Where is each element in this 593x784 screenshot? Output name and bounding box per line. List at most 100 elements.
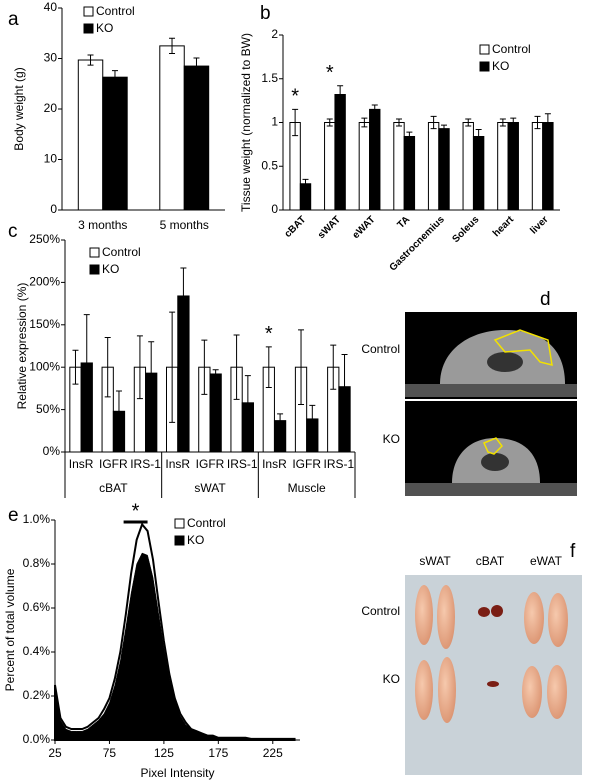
x-tick-label: IRS-1 <box>227 457 258 471</box>
legend-swatch <box>479 61 490 72</box>
bar <box>209 373 222 453</box>
error-bar <box>309 404 316 433</box>
y-tick-label: 100% <box>29 359 60 373</box>
bar <box>77 59 104 211</box>
bar <box>427 122 440 211</box>
legend-label: Control <box>187 516 226 530</box>
y-tick-label: 20 <box>44 101 58 115</box>
x-tick-label: TA <box>395 214 412 231</box>
error-bar <box>341 353 348 420</box>
panel-label: f <box>570 541 576 562</box>
row-label: KO <box>383 432 400 446</box>
error-bar <box>87 54 94 66</box>
error-bar <box>430 115 437 130</box>
panel-label: a <box>8 9 19 30</box>
bar <box>403 136 416 211</box>
column-label: sWAT <box>419 554 451 568</box>
x-tick-label: 175 <box>208 746 228 760</box>
x-tick-label: Soleus <box>450 214 481 245</box>
bar <box>324 122 336 211</box>
group-label: Muscle <box>288 481 326 495</box>
error-bar <box>265 346 272 389</box>
error-bar <box>292 108 299 137</box>
error-bar <box>534 115 541 130</box>
group-label: cBAT <box>99 481 128 495</box>
error-bar <box>201 339 208 395</box>
x-tick-label: heart <box>491 214 517 240</box>
column-label: eWAT <box>530 554 563 568</box>
bar <box>393 122 405 211</box>
x-tick-label: 25 <box>48 746 62 760</box>
x-tick-label: IRS-1 <box>324 457 355 471</box>
error-bar <box>337 85 344 104</box>
error-bar <box>111 70 118 85</box>
panel-label: d <box>540 289 551 310</box>
error-bar <box>180 267 187 325</box>
error-bar <box>441 124 448 133</box>
error-bar <box>169 37 176 54</box>
legend-swatch <box>174 518 185 529</box>
y-tick-label: 0.8% <box>23 556 51 570</box>
x-tick-label: liver <box>528 214 550 236</box>
bar <box>438 128 450 211</box>
y-tick-label: 1.0% <box>23 512 51 526</box>
y-tick-label: 200% <box>29 275 60 289</box>
error-bar <box>361 117 368 128</box>
panel-label: e <box>8 505 19 526</box>
error-bar <box>465 118 472 127</box>
bar <box>472 136 485 211</box>
y-tick-label: 1 <box>271 115 278 129</box>
y-axis-label: Tissue weight (normalized to BW) <box>239 33 253 212</box>
error-bar <box>277 413 284 428</box>
x-tick-label: IGFR <box>292 457 321 471</box>
bar <box>507 122 519 211</box>
error-bar <box>406 131 413 142</box>
bar <box>159 45 185 211</box>
legend-label: KO <box>492 59 509 73</box>
legend-swatch <box>479 44 490 55</box>
error-bar <box>326 118 333 127</box>
legend-label: KO <box>102 262 119 276</box>
legend-swatch <box>83 23 94 34</box>
column-label: cBAT <box>476 554 505 568</box>
bar <box>102 76 128 211</box>
bar <box>358 122 371 211</box>
error-bar <box>115 390 122 433</box>
legend-label: Control <box>96 4 135 18</box>
legend-swatch <box>89 264 100 275</box>
bar <box>542 122 554 211</box>
y-tick-label: 0.4% <box>23 644 51 658</box>
error-bar <box>302 178 309 189</box>
y-axis-label: Relative expression (%) <box>15 283 29 410</box>
bar <box>462 122 474 211</box>
y-tick-label: 50% <box>36 402 60 416</box>
x-tick-label: cBAT <box>283 214 309 240</box>
error-bar <box>169 311 176 423</box>
row-label: Control <box>361 342 400 356</box>
x-tick-label: 125 <box>154 746 174 760</box>
legend-label: Control <box>102 245 141 259</box>
x-tick-label: 3 months <box>78 218 127 232</box>
bar <box>531 122 544 211</box>
x-tick-label: sWAT <box>316 214 343 241</box>
x-tick-label: InsR <box>262 457 287 471</box>
y-axis-label: Percent of total volume <box>3 568 17 691</box>
x-tick-label: InsR <box>165 457 190 471</box>
error-bar <box>510 117 517 128</box>
area <box>54 552 295 741</box>
row-label: Control <box>361 604 400 618</box>
error-bar <box>212 369 219 379</box>
x-tick-label: 5 months <box>160 218 209 232</box>
bar <box>334 94 346 211</box>
legend-swatch <box>174 535 185 546</box>
error-bar <box>136 335 143 400</box>
annotation: * <box>132 500 140 522</box>
tissue-photo <box>405 575 582 775</box>
y-tick-label: 150% <box>29 317 60 331</box>
error-bar <box>104 337 111 398</box>
x-axis-label: Pixel Intensity <box>140 766 214 780</box>
error-bar <box>475 129 482 144</box>
bar <box>369 108 381 211</box>
y-tick-label: 30 <box>44 51 58 65</box>
